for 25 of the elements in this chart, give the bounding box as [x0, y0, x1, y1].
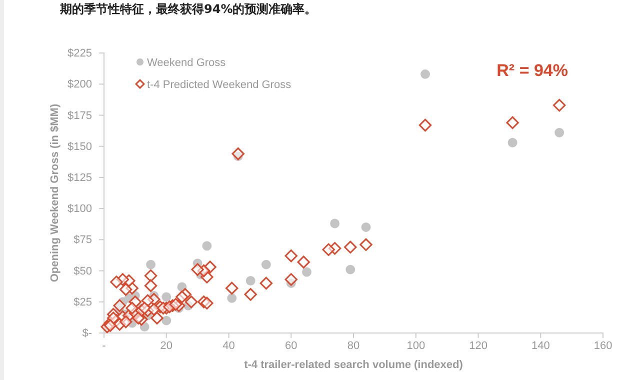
x-axis-title: t-4 trailer-related search volume (indexed) [244, 359, 464, 371]
y-tick-label: $25 [74, 296, 92, 308]
y-tick-label: $200 [68, 78, 92, 91]
y-tick-label: $50 [74, 265, 92, 278]
y-axis-title: Opening Weekend Gross (in $MM) [49, 104, 61, 282]
y-tick-label: $175 [68, 110, 92, 122]
x-tick-label: 80 [347, 340, 360, 352]
y-tick-label: $75 [74, 234, 92, 246]
x-tick-label: 120 [469, 340, 488, 352]
x-tick-label: 60 [285, 340, 298, 352]
annotation: R² = 94% [496, 61, 568, 80]
legend-label: t-4 Predicted Weekend Gross [147, 79, 292, 91]
x-tick-label: 40 [222, 340, 235, 352]
chart-title: 期的季节性特征，最终获得94%的预测准确率。 [59, 2, 317, 16]
legend-label: Weekend Gross [147, 57, 226, 69]
y-tick-label: $225 [68, 48, 92, 60]
y-tick-label: $- [82, 328, 92, 340]
y-tick-label: $150 [68, 140, 92, 153]
x-tick-label: 160 [594, 340, 612, 352]
y-tick-label: $100 [68, 203, 92, 216]
x-tick-label: 20 [160, 340, 172, 352]
x-tick-label: - [102, 340, 106, 352]
y-tick-label: $125 [68, 172, 92, 184]
x-tick-label: 100 [406, 340, 426, 352]
x-tick-label: 140 [531, 340, 550, 352]
